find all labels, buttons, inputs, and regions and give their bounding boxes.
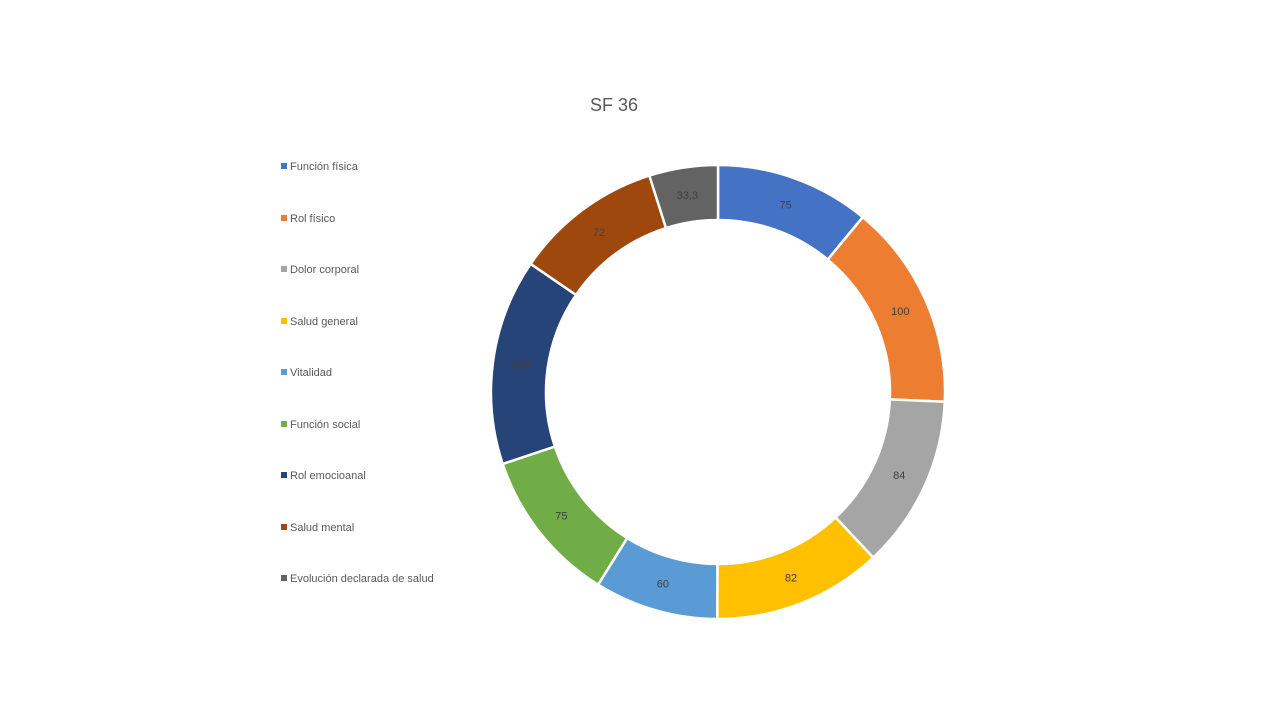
legend-swatch [281, 214, 287, 221]
legend-item: Función social [281, 419, 434, 471]
legend-label: Salud mental [290, 521, 355, 534]
legend-item: Vitalidad [281, 367, 434, 419]
slice-data-label: 75 [780, 199, 792, 211]
legend-label: Vitalidad [290, 367, 332, 379]
slice-data-label: 100 [891, 306, 909, 318]
legend-item: Salud general [281, 316, 434, 368]
slice-data-label: 84 [893, 470, 905, 482]
slice-data-label: 60 [657, 579, 669, 591]
donut-data-labels: 75 100 84 82 60 75 100 72 33,3 [511, 190, 909, 591]
legend-item: Salud mental [281, 522, 434, 574]
legend-item: Evolución declarada de salud [281, 573, 434, 625]
slice-data-label: 75 [555, 511, 567, 523]
legend-item: Función física [281, 161, 434, 213]
legend-swatch [281, 163, 287, 169]
legend-label: Función física [290, 161, 358, 173]
donut-slice [489, 262, 578, 466]
legend-swatch [281, 575, 287, 581]
legend-item: Dolor corporal [281, 264, 434, 316]
legend-item: Rol físico [281, 213, 434, 265]
legend-item: Rol emocioanal [281, 470, 434, 522]
legend-swatch [281, 523, 287, 530]
legend-swatch [281, 369, 287, 375]
legend-swatch [281, 317, 287, 324]
slice-data-label: 82 [785, 573, 797, 585]
legend-label: Salud general [290, 315, 358, 328]
legend-label: Rol emocioanal [290, 470, 366, 482]
legend-swatch [281, 420, 287, 427]
donut-slice [716, 515, 875, 621]
legend-label: Rol físico [290, 212, 336, 225]
donut-slice [825, 215, 947, 404]
legend-label: Dolor corporal [290, 264, 360, 276]
slice-data-label: 72 [593, 227, 605, 239]
chart-title: SF 36 [589, 95, 639, 115]
donut-slices [489, 163, 947, 621]
donut-slice [647, 163, 720, 230]
legend-swatch [281, 472, 287, 478]
legend-label: Función social [290, 418, 361, 431]
slice-data-label: 33,3 [677, 190, 698, 202]
slice-data-label: 100 [511, 359, 529, 371]
legend-swatch [281, 266, 287, 272]
legend: Función física Rol físico Dolor corporal Sa… [281, 161, 434, 625]
legend-label: Evolución declarada de salud [290, 573, 434, 585]
